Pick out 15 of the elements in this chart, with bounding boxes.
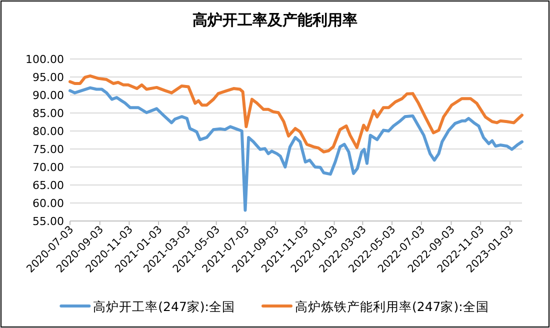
y-tick-label: 70.00 <box>32 161 64 174</box>
y-tick-label: 65.00 <box>32 179 64 192</box>
y-tick-label: 95.00 <box>32 71 64 84</box>
y-tick-label: 60.00 <box>32 197 64 210</box>
y-tick-label: 90.00 <box>32 89 64 102</box>
y-tick-label: 80.00 <box>32 125 64 138</box>
y-tick-label: 100.00 <box>26 53 64 66</box>
chart-title: 高炉开工率及产能利用率 <box>192 11 358 29</box>
legend-label: 高炉炼铁产能利用率(247家):全国 <box>295 299 489 314</box>
y-tick-label: 75.00 <box>32 143 64 156</box>
line-series <box>68 86 524 212</box>
y-tick-label: 55.00 <box>32 215 64 228</box>
y-tick-label: 85.00 <box>32 107 64 120</box>
legend-label: 高炉开工率(247家):全国 <box>93 299 235 314</box>
line-series <box>68 74 524 154</box>
